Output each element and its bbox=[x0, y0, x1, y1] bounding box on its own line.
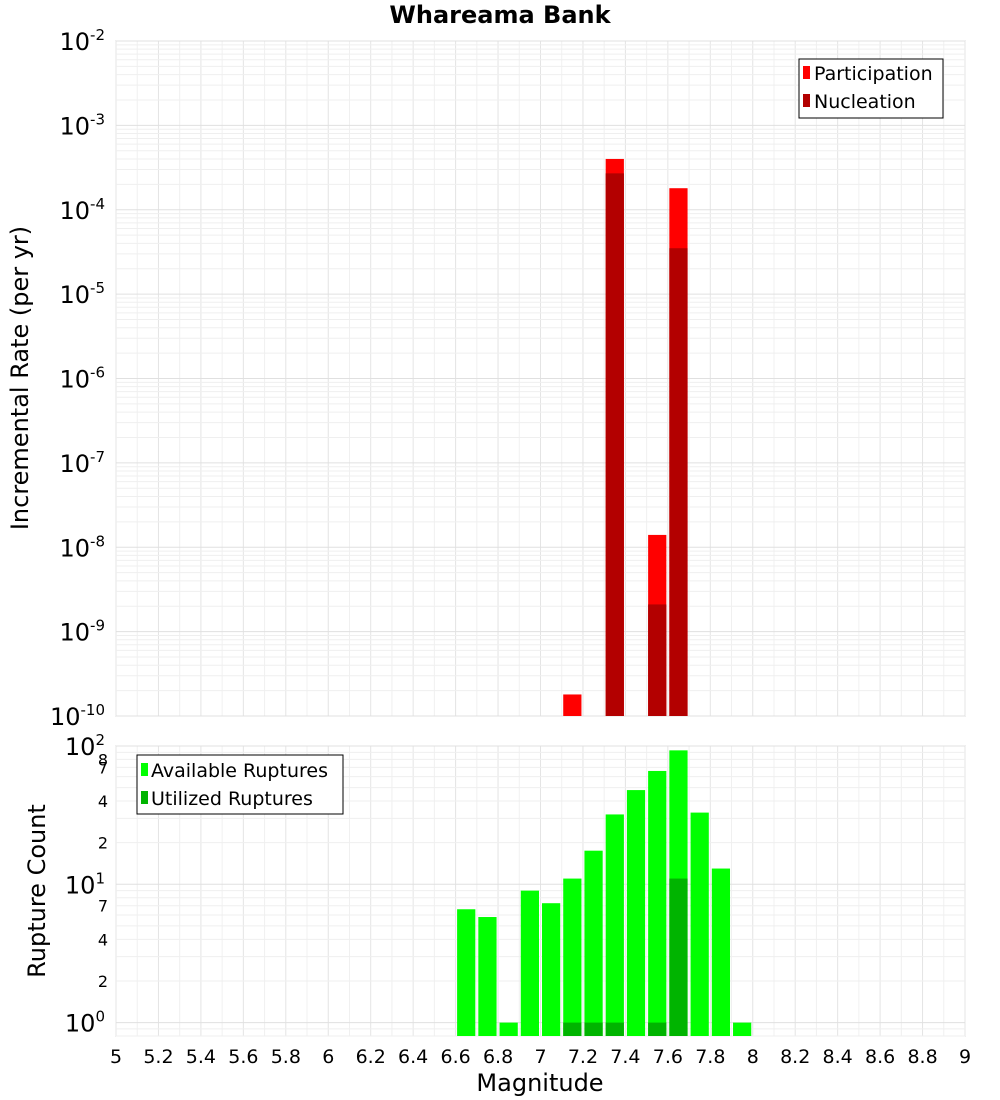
x-tick-label: 7.2 bbox=[568, 1046, 598, 1068]
rate-panel: 10-2 10-3 10-4 10-5 10-6 10-7 10-8 10-9 10-10 In… bbox=[6, 26, 966, 731]
y-tick-label: 4 bbox=[98, 792, 108, 811]
chart-title: Whareama Bank bbox=[389, 1, 611, 29]
y-tick-label: 7 bbox=[98, 897, 108, 916]
x-ticks: 5 5.2 5.4 5.6 5.8 6 6.2 6.4 6.6 6.8 7 7.2 7.4 7.6 7.8 8… bbox=[110, 1046, 971, 1068]
y-tick-label: 10-4 bbox=[59, 195, 105, 225]
available-ruptures-bar bbox=[690, 812, 709, 1036]
x-tick-label: 6.6 bbox=[440, 1046, 470, 1068]
x-tick-label: 6.4 bbox=[398, 1046, 428, 1068]
y-tick-label: 10-10 bbox=[50, 701, 105, 731]
x-tick-label: 8.2 bbox=[780, 1046, 810, 1068]
y-tick-label: 10-6 bbox=[59, 364, 105, 394]
x-tick-label: 8.8 bbox=[907, 1046, 937, 1068]
y-tick-label: 2 bbox=[98, 834, 108, 853]
y-tick-label: 101 bbox=[65, 869, 105, 899]
available-ruptures-bar bbox=[563, 878, 582, 1036]
y-tick-label: 10-8 bbox=[59, 532, 105, 562]
x-tick-label: 6.8 bbox=[483, 1046, 513, 1068]
x-tick-label: 6.2 bbox=[356, 1046, 386, 1068]
participation-bar bbox=[563, 694, 582, 716]
legend-participation-swatch bbox=[803, 66, 810, 79]
utilized-ruptures-bar bbox=[648, 1022, 667, 1036]
available-ruptures-bar bbox=[499, 1022, 518, 1036]
y-tick-label: 10-9 bbox=[59, 617, 105, 647]
nucleation-bar bbox=[605, 173, 624, 716]
y-tick-label: 100 bbox=[65, 1008, 105, 1038]
x-axis-label: Magnitude bbox=[476, 1069, 603, 1097]
utilized-ruptures-bar bbox=[605, 1022, 624, 1036]
count-y-axis-label: Rupture Count bbox=[23, 804, 51, 978]
y-tick-label: 2 bbox=[98, 972, 108, 991]
available-ruptures-bar bbox=[733, 1022, 752, 1036]
y-tick-label: 10-2 bbox=[59, 26, 105, 56]
available-ruptures-bar bbox=[711, 868, 731, 1036]
x-tick-label: 9 bbox=[959, 1046, 971, 1068]
available-ruptures-bar bbox=[626, 790, 646, 1036]
rate-grid bbox=[115, 40, 966, 717]
utilized-ruptures-bar bbox=[584, 1022, 603, 1036]
legend-utilized-label: Utilized Ruptures bbox=[151, 788, 313, 810]
nucleation-bar bbox=[648, 604, 667, 716]
available-ruptures-bar bbox=[605, 814, 624, 1036]
count-bars bbox=[457, 750, 752, 1036]
x-tick-label: 8.4 bbox=[823, 1046, 853, 1068]
x-tick-label: 7 bbox=[534, 1046, 546, 1068]
x-tick-label: 5 bbox=[110, 1046, 122, 1068]
legend-participation-label: Participation bbox=[814, 63, 933, 85]
y-tick-label: 10-3 bbox=[59, 110, 105, 140]
x-tick-label: 5.4 bbox=[186, 1046, 216, 1068]
y-tick-label: 4 bbox=[98, 930, 108, 949]
rate-y-ticks: 10-2 10-3 10-4 10-5 10-6 10-7 10-8 10-9 10-10 bbox=[50, 26, 105, 731]
legend-available-label: Available Ruptures bbox=[151, 760, 328, 782]
available-ruptures-bar bbox=[457, 909, 476, 1036]
x-tick-label: 7.6 bbox=[653, 1046, 683, 1068]
x-tick-label: 7.4 bbox=[610, 1046, 640, 1068]
rate-legend: Participation Nucleation bbox=[798, 58, 944, 119]
utilized-ruptures-bar bbox=[563, 1022, 582, 1036]
rate-legend-box bbox=[798, 58, 944, 119]
available-ruptures-bar bbox=[542, 903, 561, 1036]
y-tick-label: 10-5 bbox=[59, 279, 105, 309]
legend-nucleation-swatch bbox=[803, 94, 810, 107]
x-tick-label: 5.2 bbox=[143, 1046, 173, 1068]
count-legend: Available Ruptures Utilized Ruptures bbox=[136, 754, 344, 815]
rate-bars bbox=[563, 158, 688, 717]
y-tick-label: 7 bbox=[98, 758, 108, 777]
x-tick-label: 5.6 bbox=[228, 1046, 258, 1068]
x-tick-label: 6 bbox=[322, 1046, 334, 1068]
utilized-ruptures-bar bbox=[669, 878, 688, 1036]
y-tick-label: 8 bbox=[98, 750, 108, 769]
available-ruptures-bar bbox=[478, 917, 497, 1036]
y-tick-label: 10-7 bbox=[59, 448, 105, 478]
x-tick-label: 5.8 bbox=[271, 1046, 301, 1068]
legend-nucleation-label: Nucleation bbox=[814, 91, 916, 113]
rate-y-axis-label: Incremental Rate (per yr) bbox=[6, 226, 34, 530]
x-tick-label: 8 bbox=[747, 1046, 759, 1068]
available-ruptures-bar bbox=[520, 890, 539, 1036]
legend-utilized-swatch bbox=[141, 791, 148, 804]
count-legend-box bbox=[136, 754, 344, 815]
x-tick-label: 8.6 bbox=[865, 1046, 895, 1068]
legend-available-swatch bbox=[141, 763, 148, 776]
x-tick-label: 7.8 bbox=[695, 1046, 725, 1068]
nucleation-bar bbox=[669, 248, 688, 717]
available-ruptures-bar bbox=[648, 770, 667, 1036]
available-ruptures-bar bbox=[584, 850, 603, 1036]
y-tick-label: 102 bbox=[65, 731, 105, 761]
